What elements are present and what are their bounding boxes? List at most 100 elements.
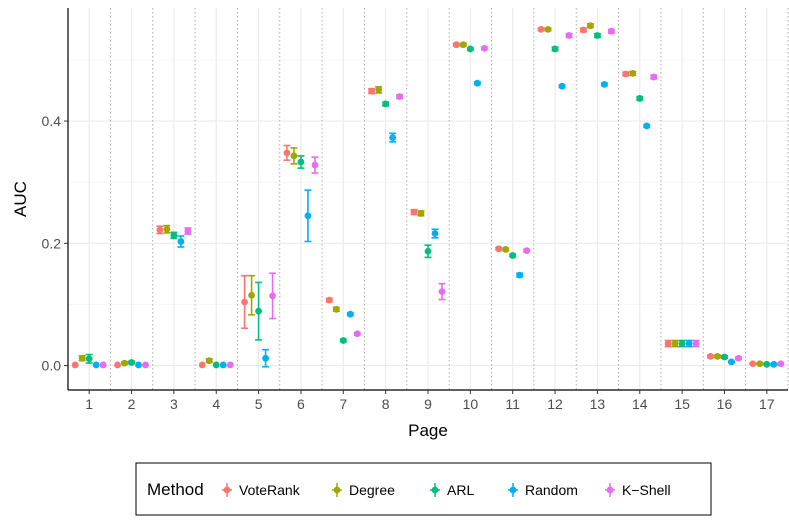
data-point	[438, 288, 446, 295]
data-point	[410, 208, 418, 216]
data-point	[473, 79, 481, 87]
legend: Method VoteRank Degree ARL Random K−Shell	[135, 462, 712, 516]
data-point	[502, 246, 510, 253]
legend-box	[135, 462, 712, 516]
x-tick-label: 5	[255, 396, 263, 412]
legend-key-point	[431, 486, 439, 494]
y-tick-label: 0.4	[42, 113, 62, 129]
data-point	[671, 340, 679, 347]
legend-item: Degree	[332, 482, 395, 498]
legend-key-point	[333, 486, 341, 494]
data-marks	[71, 22, 785, 369]
data-point	[714, 352, 721, 360]
data-point	[664, 340, 672, 347]
data-point	[99, 361, 107, 369]
legend-item: ARL	[430, 482, 474, 498]
data-point	[735, 354, 742, 362]
data-point	[608, 27, 615, 35]
data-point	[650, 73, 658, 81]
data-point	[92, 361, 100, 369]
legend-key-point	[509, 486, 517, 494]
data-point	[121, 359, 128, 367]
legend-label: VoteRank	[239, 482, 301, 498]
data-point	[311, 161, 319, 169]
data-point	[622, 70, 630, 78]
data-point	[135, 361, 142, 369]
series-0	[71, 25, 757, 369]
data-point	[219, 361, 227, 369]
data-point	[777, 360, 785, 368]
data-point	[212, 361, 220, 369]
data-point	[749, 360, 757, 368]
legend-item: K−Shell	[605, 482, 671, 498]
x-tick-label: 8	[382, 396, 390, 412]
data-point	[424, 247, 432, 255]
data-point	[523, 247, 531, 255]
data-point	[339, 337, 347, 344]
x-tick-label: 9	[424, 396, 432, 412]
data-point	[255, 307, 262, 315]
x-tick-label: 3	[170, 396, 178, 412]
legend-label: ARL	[447, 482, 474, 498]
data-point	[163, 225, 171, 233]
x-tick-label: 13	[590, 396, 606, 412]
series-4	[99, 27, 785, 369]
x-tick-label: 7	[339, 396, 347, 412]
data-point	[248, 291, 255, 299]
data-point	[114, 361, 121, 369]
data-point	[332, 305, 340, 313]
data-point	[269, 292, 276, 300]
data-point	[551, 45, 559, 53]
data-point	[156, 226, 164, 234]
data-point	[594, 32, 601, 39]
legend-key-point	[606, 486, 614, 494]
data-point	[601, 81, 608, 88]
legend-label: K−Shell	[622, 482, 671, 498]
data-point	[431, 230, 439, 237]
data-point	[728, 358, 735, 366]
x-tick-label: 1	[85, 396, 93, 412]
legend-title: Method	[147, 480, 204, 499]
data-point	[382, 100, 390, 108]
data-point	[304, 212, 312, 220]
data-point	[516, 271, 524, 279]
data-point	[721, 353, 728, 361]
x-tick-label: 15	[674, 396, 690, 412]
legend-key-point	[223, 486, 231, 494]
data-point	[290, 152, 298, 160]
data-point	[587, 22, 594, 30]
data-point	[685, 340, 693, 347]
data-point	[763, 360, 771, 368]
data-point	[241, 298, 248, 306]
data-point	[756, 360, 764, 368]
data-point	[396, 93, 404, 101]
data-point	[297, 158, 305, 166]
x-tick-label: 14	[632, 396, 648, 412]
legend-item: Random	[508, 482, 578, 498]
data-point	[85, 355, 93, 363]
legend-label: Random	[525, 482, 578, 498]
data-point	[495, 245, 503, 253]
data-point	[283, 149, 291, 157]
x-tick-label: 11	[505, 396, 520, 412]
data-point	[466, 45, 474, 53]
legend-label: Degree	[349, 482, 395, 498]
data-point	[71, 361, 79, 369]
y-tick-label: 0.0	[42, 358, 62, 374]
data-point	[368, 87, 376, 95]
x-axis: 1 2 3 4 5 6 7 8 9 10 11 12 13 14 15 16 17	[85, 390, 775, 412]
series-1	[78, 22, 764, 368]
data-point	[480, 44, 488, 52]
y-tick-label: 0.2	[42, 235, 62, 251]
y-axis-title: AUC	[11, 181, 30, 217]
data-point	[226, 361, 234, 369]
data-point	[558, 82, 566, 90]
data-point	[537, 25, 545, 33]
x-tick-label: 10	[463, 396, 479, 412]
data-point	[636, 95, 644, 102]
data-point	[544, 25, 552, 33]
x-tick-label: 16	[717, 396, 733, 412]
data-point	[580, 26, 587, 34]
legend-item: VoteRank	[222, 482, 301, 498]
